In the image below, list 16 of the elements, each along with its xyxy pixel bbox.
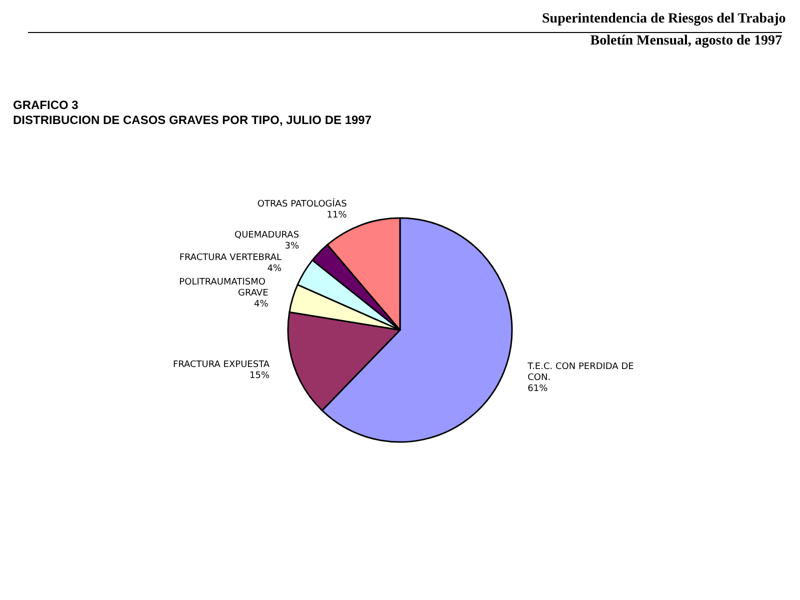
data-label: 61%	[528, 384, 548, 394]
slice-label: T.E.C. CON PERDIDA DE CON.	[526, 362, 637, 384]
text: Superintendencia de Riesgos del Trabajo	[542, 12, 786, 26]
data-label: 11%	[326, 210, 348, 220]
text: GRAFICO 3	[13, 98, 79, 112]
text: Boletín Mensual, agosto de 1997	[590, 34, 782, 48]
data-label: 3%	[284, 241, 300, 252]
data-label: 4%	[267, 264, 282, 274]
slice-label: POLITRAUMATISMO GRAVE	[179, 278, 269, 299]
slice-label: FRACTURA VERTEBRAL	[179, 253, 282, 264]
data-label: 15%	[250, 370, 270, 381]
slice-label: QUEMADURAS	[234, 230, 300, 240]
data-label: 4%	[254, 300, 269, 310]
slice-label: FRACTURA EXPUESTA	[172, 360, 270, 370]
slice-label: OTRAS PATOLOGÍAS	[257, 197, 348, 210]
chart-subtitle: DISTRIBUCION DE CASOS GRAVES POR TIPO, JULIO DE 1997	[13, 113, 372, 127]
